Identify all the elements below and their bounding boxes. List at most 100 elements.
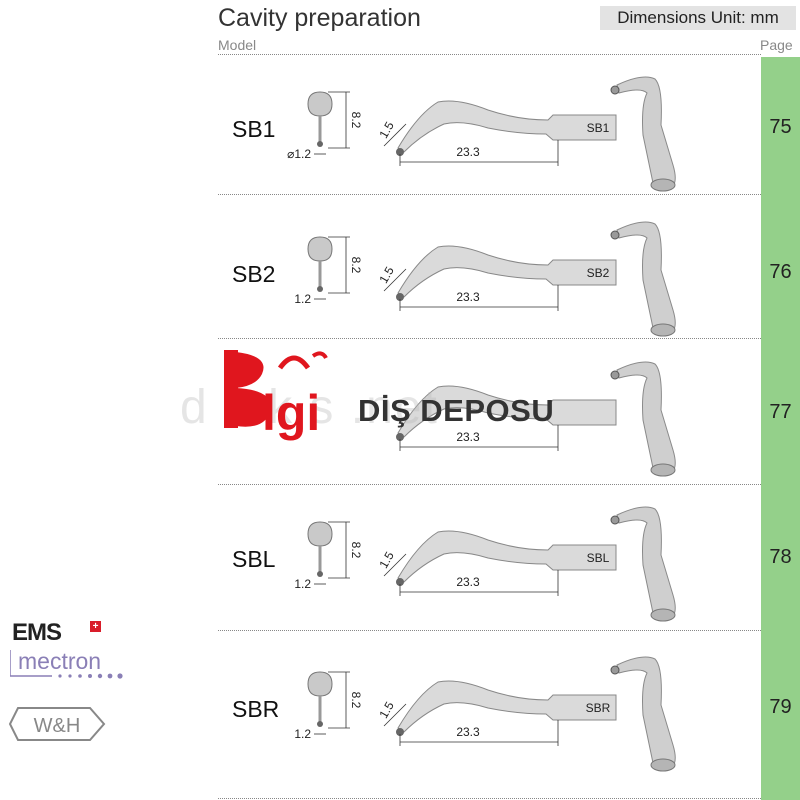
tip-end-shape (396, 728, 404, 736)
page-number: 75 (769, 116, 792, 138)
row-divider (218, 338, 761, 339)
mectron-logo: mectron (18, 648, 102, 674)
diameter-label: 1.2 (294, 292, 311, 306)
page-number: 77 (769, 401, 792, 423)
angle-length-label: 1.5 (378, 549, 397, 571)
tip-end-shape (396, 293, 404, 301)
watermark-ghost-text: d a k s .net (180, 381, 439, 434)
tip-photo-ball (610, 230, 620, 240)
tip-front-diagram: 8.2 ⌀1.2 (287, 91, 363, 161)
angle-dim-line (383, 553, 407, 577)
tip-body-shape (397, 100, 617, 153)
tip-ball-shape (317, 571, 323, 577)
angle-length-label: 1.5 (378, 699, 397, 721)
page-title: Cavity preparation (218, 4, 421, 32)
model-name: SBR (232, 696, 280, 722)
row-divider (218, 194, 761, 195)
model-name: SB1 (232, 116, 276, 142)
angle-length-label: 1.5 (378, 264, 397, 286)
tip-ball-shape (317, 286, 323, 292)
tip-shank-shape (307, 91, 333, 117)
tip-photo-body (616, 361, 676, 475)
tip-front-diagram: 8.2 1.2 (294, 521, 363, 591)
page-number: 76 (769, 261, 792, 283)
tip-photo-body (616, 506, 676, 620)
angle-length-label: 1.5 (378, 119, 397, 141)
diameter-label: 1.2 (294, 577, 311, 591)
tip-body-shape (397, 530, 617, 583)
model-name: SBL (232, 546, 276, 572)
tip-photo-body (616, 656, 676, 770)
tip-body-shape (397, 245, 617, 298)
row-divider (218, 798, 761, 799)
tip-side-diagram: 23.3 1.5 SB2 (378, 245, 617, 311)
ems-logo: EMS (12, 619, 62, 646)
tip-photo-body (616, 221, 676, 335)
height-label: 8.2 (349, 112, 363, 129)
svg-text:W&H: W&H (34, 715, 81, 737)
header-divider (218, 54, 761, 55)
bilgi-logo: lgi (224, 350, 328, 441)
tip-photo-ball (610, 665, 620, 675)
wh-logo: W&H (8, 707, 106, 741)
tip-photo (610, 656, 676, 772)
units-badge: Dimensions Unit: mm (600, 6, 796, 30)
height-label: 8.2 (349, 257, 363, 274)
tip-end-shape (396, 433, 404, 441)
tip-photo-base (650, 323, 676, 337)
model-column-header: Model (218, 37, 257, 53)
tip-photo (610, 361, 676, 477)
engraving-label: SB2 (587, 266, 610, 280)
tip-body-shape (397, 680, 617, 733)
tip-shank-shape (307, 521, 333, 547)
page-column-band (761, 57, 800, 800)
tip-row: SB2 76 8.2 1.2 23.3 1.5 SB2 (218, 205, 800, 347)
tip-photo-base (650, 608, 676, 622)
height-label: 8.2 (349, 542, 363, 559)
diameter-label: 1.2 (294, 727, 311, 741)
tip-side-diagram: 23.3 (396, 385, 617, 451)
tip-side-diagram: 23.3 1.5 SBL (378, 530, 617, 596)
row-divider (218, 630, 761, 631)
tip-row: SB1 75 8.2 ⌀1.2 23.3 1.5 SB1 (218, 60, 800, 202)
tip-row: 77 23.3 (218, 345, 800, 487)
tip-photo (610, 76, 676, 192)
tip-photo-base (650, 178, 676, 192)
tip-end-shape (396, 148, 404, 156)
tip-side-diagram: 23.3 1.5 SBR (378, 680, 617, 746)
model-name: SB2 (232, 261, 276, 287)
tip-shank-shape (307, 671, 333, 697)
engraving-label: SBL (587, 551, 610, 565)
diameter-label: ⌀1.2 (287, 147, 311, 161)
svg-text:lgi: lgi (262, 385, 320, 441)
length-label: 23.3 (456, 430, 480, 444)
length-label: 23.3 (456, 290, 480, 304)
tip-photo-ball (610, 370, 620, 380)
tip-ball-shape (317, 141, 323, 147)
tip-end-shape (396, 578, 404, 586)
tip-photo-ball (610, 85, 620, 95)
tip-shank-shape (307, 236, 333, 262)
swiss-cross-icon: + (90, 621, 101, 632)
watermark-text: DİŞ DEPOSU (358, 393, 555, 428)
tip-photo (610, 506, 676, 622)
angle-dim-line (383, 268, 407, 292)
tip-photo-base (650, 758, 676, 772)
page-number: 78 (769, 546, 792, 568)
tip-photo-ball (610, 515, 620, 525)
tip-photo (610, 221, 676, 337)
length-label: 23.3 (456, 725, 480, 739)
tip-front-diagram: 8.2 1.2 (294, 671, 363, 741)
tip-front-diagram: 8.2 1.2 (294, 236, 363, 306)
angle-dim-line (383, 123, 407, 147)
engraving-label: SB1 (587, 121, 610, 135)
row-divider (218, 484, 761, 485)
mectron-dots (10, 650, 123, 679)
angle-dim-line (383, 703, 407, 727)
tip-ball-shape (317, 721, 323, 727)
tip-photo-base (650, 463, 676, 477)
tip-row: SBR 79 8.2 1.2 23.3 1.5 SBR (218, 640, 800, 782)
height-label: 8.2 (349, 692, 363, 709)
tip-photo-body (616, 76, 676, 190)
length-label: 23.3 (456, 145, 480, 159)
